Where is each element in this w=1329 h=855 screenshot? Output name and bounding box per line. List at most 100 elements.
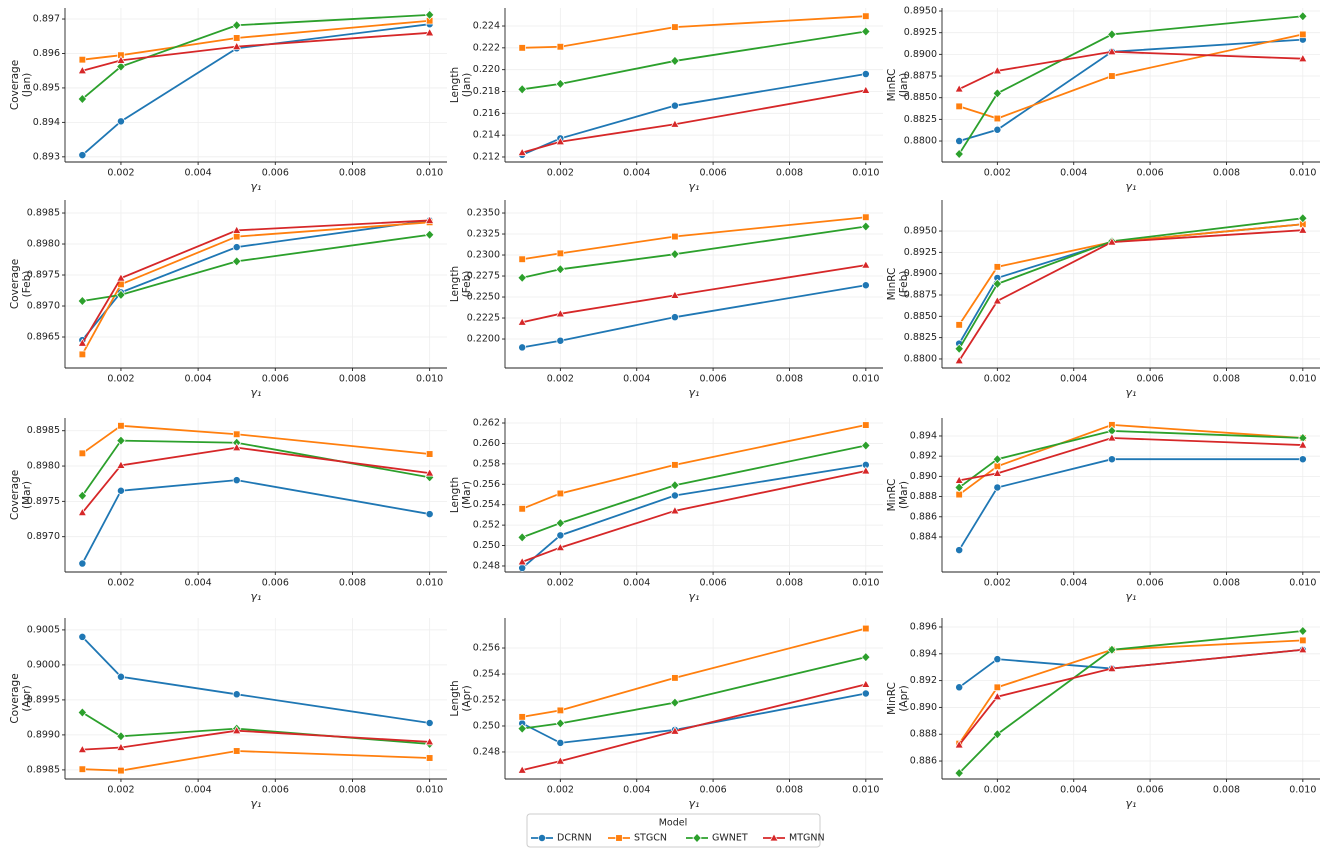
marker xyxy=(955,102,963,111)
x-tick-label: 0.002 xyxy=(107,374,134,385)
series-line xyxy=(521,444,867,539)
marker xyxy=(77,93,88,104)
y-axis-label-line: (Feb) xyxy=(21,271,33,298)
y-tick-label: 0.8800 xyxy=(904,136,937,147)
x-tick-label: 0.004 xyxy=(623,785,650,796)
x-tick-label: 0.006 xyxy=(1136,168,1163,179)
series-line xyxy=(958,38,1303,142)
marker xyxy=(670,505,680,515)
x-tick-label: 0.002 xyxy=(547,785,574,796)
marker xyxy=(992,468,1002,477)
y-tick-label: 0.2300 xyxy=(467,250,500,261)
x-tick-label: 0.002 xyxy=(107,578,134,589)
marker xyxy=(861,85,871,94)
marker xyxy=(77,507,87,517)
marker xyxy=(77,296,88,307)
marker xyxy=(424,9,435,20)
marker xyxy=(517,765,527,774)
y-tick-label: 0.248 xyxy=(473,746,500,757)
marker xyxy=(954,482,964,493)
x-tick-label: 0.008 xyxy=(776,168,803,179)
marker xyxy=(116,742,126,751)
series-line xyxy=(82,233,430,302)
series-line xyxy=(81,23,430,156)
y-axis-label-line: (Apr) xyxy=(461,685,473,711)
y-tick-label: 0.256 xyxy=(473,643,500,654)
marker xyxy=(425,510,434,519)
y-axis-label-line: (Jan) xyxy=(461,73,473,97)
y-tick-label: 0.8875 xyxy=(904,71,937,82)
y-axis-label: Length(Jan) xyxy=(449,67,473,103)
x-axis-label: γ₁ xyxy=(251,797,262,810)
y-tick-label: 0.224 xyxy=(473,21,500,32)
y-tick-label: 0.8970 xyxy=(27,531,60,542)
marker xyxy=(670,491,679,500)
y-tick-label: 0.8875 xyxy=(904,290,937,301)
x-tick-label: 0.004 xyxy=(1060,578,1087,589)
y-tick-label: 0.2275 xyxy=(467,271,500,282)
y-tick-label: 0.250 xyxy=(473,720,500,731)
marker xyxy=(538,834,546,842)
y-tick-label: 0.892 xyxy=(910,675,937,686)
y-axis-label: Coverage(Feb) xyxy=(9,259,33,309)
marker xyxy=(992,729,1003,740)
y-axis-label-line: Coverage xyxy=(9,259,21,309)
marker xyxy=(670,313,679,322)
marker xyxy=(862,624,870,633)
marker xyxy=(78,151,87,160)
y-tick-label: 0.2225 xyxy=(467,313,500,324)
series-line xyxy=(522,656,867,730)
marker xyxy=(555,756,565,765)
y-tick-label: 0.252 xyxy=(473,520,500,531)
marker xyxy=(78,350,87,359)
y-tick-label: 0.9000 xyxy=(27,659,60,670)
series-line xyxy=(958,223,1303,345)
y-axis-label-line: (Feb) xyxy=(898,271,910,298)
y-axis-label: Length(Mar) xyxy=(449,477,473,513)
y-tick-label: 0.8995 xyxy=(27,694,60,705)
series-line xyxy=(81,479,430,564)
y-axis-label-line: Coverage xyxy=(9,60,21,110)
marker xyxy=(670,726,680,735)
marker xyxy=(954,740,964,749)
x-tick-label: 0.008 xyxy=(339,785,366,796)
y-tick-label: 0.254 xyxy=(473,499,500,510)
marker xyxy=(1107,46,1117,56)
y-tick-label: 0.8970 xyxy=(27,301,60,312)
marker xyxy=(992,65,1002,75)
marker xyxy=(671,23,679,31)
x-tick-label: 0.004 xyxy=(185,374,212,385)
marker xyxy=(992,88,1003,99)
marker xyxy=(117,766,125,775)
series-line xyxy=(522,627,867,718)
y-tick-label: 0.254 xyxy=(473,669,500,680)
marker xyxy=(1298,625,1308,637)
series-line xyxy=(521,424,867,510)
marker xyxy=(78,559,87,568)
marker xyxy=(670,480,680,491)
x-tick-label: 0.006 xyxy=(699,578,726,589)
y-axis-label: Length(Apr) xyxy=(449,680,473,716)
series-line xyxy=(958,639,1303,745)
marker xyxy=(1298,225,1308,234)
y-axis-label: Coverage(Jan) xyxy=(9,60,33,110)
x-tick-label: 0.010 xyxy=(416,785,443,796)
x-axis-label: γ₁ xyxy=(251,386,262,399)
x-tick-label: 0.008 xyxy=(1213,168,1240,179)
series-line xyxy=(81,446,430,514)
y-axis-label-line: MinRC xyxy=(886,682,898,715)
x-tick-label: 0.006 xyxy=(699,168,726,179)
marker xyxy=(555,718,566,729)
marker xyxy=(556,489,565,498)
marker xyxy=(518,713,526,721)
x-tick-label: 0.004 xyxy=(185,785,212,796)
x-axis-label: γ₁ xyxy=(1126,797,1137,810)
marker xyxy=(556,249,565,257)
y-axis-label: MinRC(Feb) xyxy=(886,268,910,301)
x-axis-label: γ₁ xyxy=(1126,180,1137,193)
marker xyxy=(861,689,870,698)
y-axis-label-line: Length xyxy=(449,477,461,513)
x-tick-label: 0.004 xyxy=(185,168,212,179)
x-tick-label: 0.010 xyxy=(416,578,443,589)
x-tick-label: 0.002 xyxy=(984,168,1011,179)
